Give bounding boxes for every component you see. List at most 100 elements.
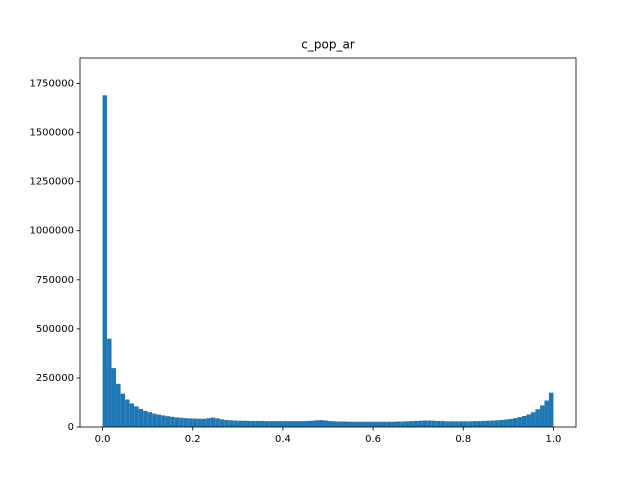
plot-frame xyxy=(79,57,577,428)
bar xyxy=(165,416,171,427)
bar xyxy=(472,421,477,427)
bar xyxy=(332,421,338,427)
bar xyxy=(404,421,410,427)
bar xyxy=(427,420,432,427)
bar xyxy=(251,420,256,427)
bar xyxy=(467,421,473,427)
bar xyxy=(219,419,225,427)
y-tick-label: 750000 xyxy=(36,275,74,286)
bar xyxy=(548,392,554,427)
bar xyxy=(328,421,333,427)
bar xyxy=(201,418,207,427)
bar xyxy=(138,408,144,427)
bar xyxy=(273,421,279,427)
y-tick-label: 1000000 xyxy=(29,226,74,237)
bar xyxy=(503,419,509,427)
bar xyxy=(422,420,428,427)
bar xyxy=(400,421,405,427)
bar xyxy=(192,418,198,427)
bar xyxy=(508,418,513,427)
bar xyxy=(224,419,229,427)
bar xyxy=(134,406,139,427)
bar xyxy=(305,420,310,427)
x-tick-label: 0.6 xyxy=(365,434,381,445)
bar xyxy=(395,421,401,427)
bar xyxy=(125,399,130,427)
bar xyxy=(228,420,234,427)
bar xyxy=(409,421,414,427)
bar xyxy=(539,405,545,427)
bar xyxy=(476,421,482,427)
chart-title: c_pop_ar xyxy=(301,38,355,52)
bar xyxy=(481,420,486,427)
bar xyxy=(535,409,540,427)
bar xyxy=(111,368,117,427)
bar xyxy=(183,418,189,427)
y-tick-label: 1750000 xyxy=(29,79,74,90)
bar xyxy=(490,420,495,427)
bar xyxy=(318,420,324,427)
bar xyxy=(386,421,392,427)
bar xyxy=(156,414,162,427)
bar xyxy=(521,416,527,427)
bar xyxy=(269,421,274,427)
bar xyxy=(309,420,315,427)
bar xyxy=(147,412,153,427)
bar xyxy=(210,417,216,427)
bar xyxy=(413,420,419,427)
bar xyxy=(373,421,378,427)
bar xyxy=(526,414,531,427)
bar xyxy=(494,420,500,427)
x-tick-label: 0.0 xyxy=(95,434,111,445)
bar xyxy=(255,420,261,427)
bar xyxy=(418,420,423,427)
bar xyxy=(449,421,455,427)
bar xyxy=(314,420,319,427)
bar xyxy=(129,403,135,427)
bar xyxy=(440,421,446,427)
bar xyxy=(350,421,356,427)
bar xyxy=(107,338,112,427)
bar xyxy=(485,420,491,427)
bar xyxy=(242,420,247,427)
bar xyxy=(152,413,157,427)
x-tick-label: 0.4 xyxy=(275,434,291,445)
bar xyxy=(300,421,306,427)
bar xyxy=(517,417,522,427)
bar xyxy=(264,421,270,427)
y-tick-label: 0 xyxy=(68,422,74,433)
bar xyxy=(116,383,121,427)
bar xyxy=(323,420,328,427)
bar xyxy=(355,421,360,427)
bar xyxy=(544,400,549,427)
bar xyxy=(102,95,108,428)
bar xyxy=(161,415,166,427)
bar xyxy=(458,421,464,427)
bar xyxy=(364,421,369,427)
bar xyxy=(287,421,292,427)
x-tick-label: 1.0 xyxy=(546,434,562,445)
bar xyxy=(179,417,184,427)
bar xyxy=(512,418,518,427)
bar xyxy=(296,421,301,427)
bar xyxy=(341,421,347,427)
bar xyxy=(174,417,180,427)
bar xyxy=(237,420,243,427)
bar xyxy=(170,416,175,427)
bar xyxy=(530,412,536,427)
bar xyxy=(278,421,283,427)
bar xyxy=(206,418,211,427)
bar xyxy=(445,421,450,427)
bar xyxy=(215,418,220,427)
bar xyxy=(337,421,342,427)
bar xyxy=(188,418,193,427)
y-tick-label: 1500000 xyxy=(29,128,74,139)
bar xyxy=(260,420,265,427)
bar xyxy=(143,410,148,427)
bar xyxy=(382,421,387,427)
y-tick-label: 250000 xyxy=(36,373,74,384)
bar xyxy=(197,418,202,427)
x-tick-label: 0.8 xyxy=(455,434,471,445)
bar xyxy=(436,420,441,427)
